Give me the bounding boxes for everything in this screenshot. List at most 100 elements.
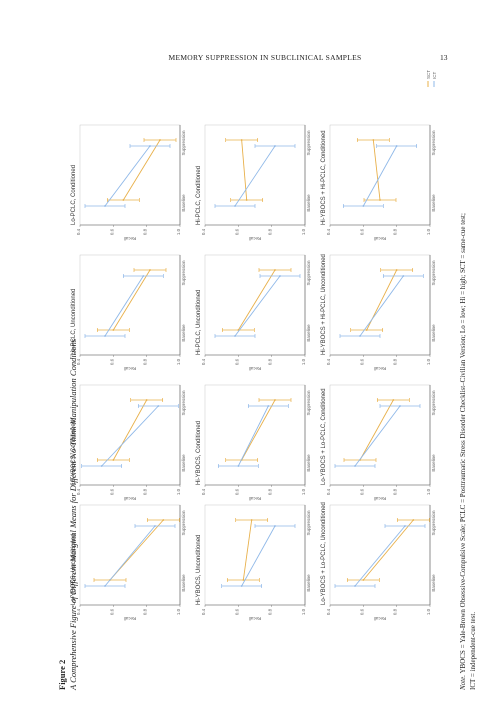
figure-label: Figure 2 xyxy=(57,659,67,690)
y-axis-label: Recall xyxy=(249,496,262,501)
panel-title: Hi-YBOCS + Hi-PCLC, Conditioned xyxy=(321,130,327,225)
panel-title: Lo-YBOCS + Lo-PCLC, Conditioned xyxy=(321,388,327,485)
legend: SCT ICT xyxy=(426,70,437,87)
series-line-sct xyxy=(362,519,414,581)
panel-4: 0.4 0.6 0.8 1.0 Recall Baseline Suppression Lo-… xyxy=(71,124,186,241)
y-axis-label: Recall xyxy=(124,616,137,621)
series-line-sct xyxy=(242,519,253,581)
series-line-ict xyxy=(359,275,404,337)
panel-3: 0.4 0.6 0.8 1.0 Recall Baseline Suppression Lo-… xyxy=(71,254,186,371)
series-line-sct xyxy=(372,139,381,201)
x-tick-label: Suppression xyxy=(306,390,311,416)
y-tick-label: 0.8 xyxy=(143,228,148,235)
x-tick-label: Baseline xyxy=(431,194,436,212)
y-axis-label: Recall xyxy=(374,616,387,621)
data-point xyxy=(359,335,361,337)
data-point xyxy=(157,405,160,407)
data-point xyxy=(104,585,106,587)
y-tick-label: 0.6 xyxy=(109,488,114,495)
y-axis-label: Recall xyxy=(374,496,387,501)
y-axis-label: Recall xyxy=(124,236,137,241)
data-point xyxy=(145,399,148,401)
x-tick-label: Baseline xyxy=(431,574,436,592)
panel-title: Hi-PCLC, Conditioned xyxy=(196,166,202,225)
y-tick-label: 0.6 xyxy=(359,228,364,235)
panel-2: 0.4 0.6 0.8 1.0 Recall Baseline Suppression Lo-… xyxy=(71,384,186,501)
data-point xyxy=(274,399,276,401)
data-point xyxy=(154,525,156,527)
note-line-1: YBOCS = Yale-Brown Obsessive-Compulsive … xyxy=(459,213,467,674)
note-line-2: ICT = independent-cue test. xyxy=(469,611,477,690)
x-tick-label: Suppression xyxy=(431,260,436,286)
y-tick-label: 0.4 xyxy=(201,488,206,495)
series-line-ict xyxy=(104,525,156,587)
panel-title: Hi-PCLC, Unconditioned xyxy=(196,290,202,355)
series-line-sct xyxy=(241,399,276,461)
y-tick-label: 0.4 xyxy=(326,488,331,495)
x-tick-label: Suppression xyxy=(306,260,311,286)
y-tick-label: 1.0 xyxy=(426,358,431,365)
data-point xyxy=(245,199,248,201)
panel-title: Lo-YBOCS + Lo-PCLC, Unconditioned xyxy=(321,502,327,605)
series-line-ict xyxy=(101,405,159,467)
series-line-sct xyxy=(112,399,148,461)
data-point xyxy=(112,459,115,461)
y-tick-label: 1.0 xyxy=(301,228,306,235)
y-tick-label: 0.4 xyxy=(76,488,81,495)
y-axis-label: Recall xyxy=(124,496,137,501)
y-tick-label: 0.8 xyxy=(393,608,398,615)
data-point xyxy=(242,579,245,581)
series-line-sct xyxy=(359,399,394,461)
data-point xyxy=(392,399,395,401)
panel-title: Hi-YBOCS, Unconditioned xyxy=(196,535,202,605)
data-point xyxy=(372,139,375,141)
y-tick-label: 1.0 xyxy=(301,358,306,365)
panel-frame xyxy=(329,254,431,356)
y-tick-label: 0.4 xyxy=(76,608,81,615)
y-tick-label: 0.8 xyxy=(393,488,398,495)
data-point xyxy=(162,519,165,521)
data-point xyxy=(274,145,276,147)
y-tick-label: 1.0 xyxy=(176,488,181,495)
data-point xyxy=(234,335,236,337)
x-tick-label: Baseline xyxy=(306,324,311,342)
y-tick-label: 1.0 xyxy=(426,228,431,235)
x-tick-label: Baseline xyxy=(181,324,186,342)
data-point xyxy=(240,585,243,587)
data-point xyxy=(267,405,270,407)
data-point xyxy=(274,269,276,271)
y-tick-label: 0.6 xyxy=(359,488,364,495)
data-point xyxy=(279,275,281,277)
series-line-ict xyxy=(354,525,406,587)
y-tick-label: 1.0 xyxy=(426,488,431,495)
y-tick-label: 0.8 xyxy=(143,358,148,365)
panel-frame xyxy=(79,384,181,486)
data-point xyxy=(354,465,356,467)
y-tick-label: 0.4 xyxy=(326,228,331,235)
y-tick-label: 0.4 xyxy=(326,608,331,615)
y-tick-label: 0.8 xyxy=(268,358,273,365)
series-line-sct xyxy=(237,269,276,331)
data-point xyxy=(274,525,276,527)
series-line-ict xyxy=(104,145,151,207)
y-tick-label: 0.4 xyxy=(201,608,206,615)
series-line-ict xyxy=(354,405,401,467)
data-point xyxy=(149,145,151,147)
y-tick-label: 1.0 xyxy=(426,608,431,615)
y-tick-label: 1.0 xyxy=(176,608,181,615)
data-point xyxy=(362,579,365,581)
y-tick-label: 0.4 xyxy=(201,228,206,235)
x-tick-label: Suppression xyxy=(181,260,186,286)
panel-9: 0.4 0.6 0.8 1.0 Recall Baseline Suppression Lo-… xyxy=(321,502,436,621)
x-tick-label: Suppression xyxy=(431,510,436,536)
data-point xyxy=(399,405,401,407)
y-tick-label: 0.4 xyxy=(201,358,206,365)
panel-title: Hi-YBOCS + Hi-PCLC, Unconditioned xyxy=(321,254,327,355)
y-tick-label: 0.6 xyxy=(234,358,239,365)
y-tick-label: 1.0 xyxy=(301,488,306,495)
y-axis-label: Recall xyxy=(374,236,387,241)
x-tick-label: Baseline xyxy=(181,194,186,212)
y-tick-label: 0.6 xyxy=(359,608,364,615)
data-point xyxy=(122,199,125,201)
data-point xyxy=(395,269,398,271)
